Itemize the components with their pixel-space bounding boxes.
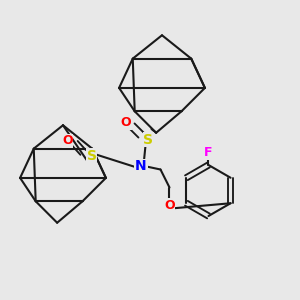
Text: O: O [164, 199, 175, 212]
Text: F: F [204, 146, 213, 160]
Text: S: S [86, 149, 97, 163]
Text: N: N [135, 160, 147, 173]
Text: O: O [62, 134, 73, 148]
Text: S: S [143, 133, 154, 146]
Text: O: O [121, 116, 131, 130]
